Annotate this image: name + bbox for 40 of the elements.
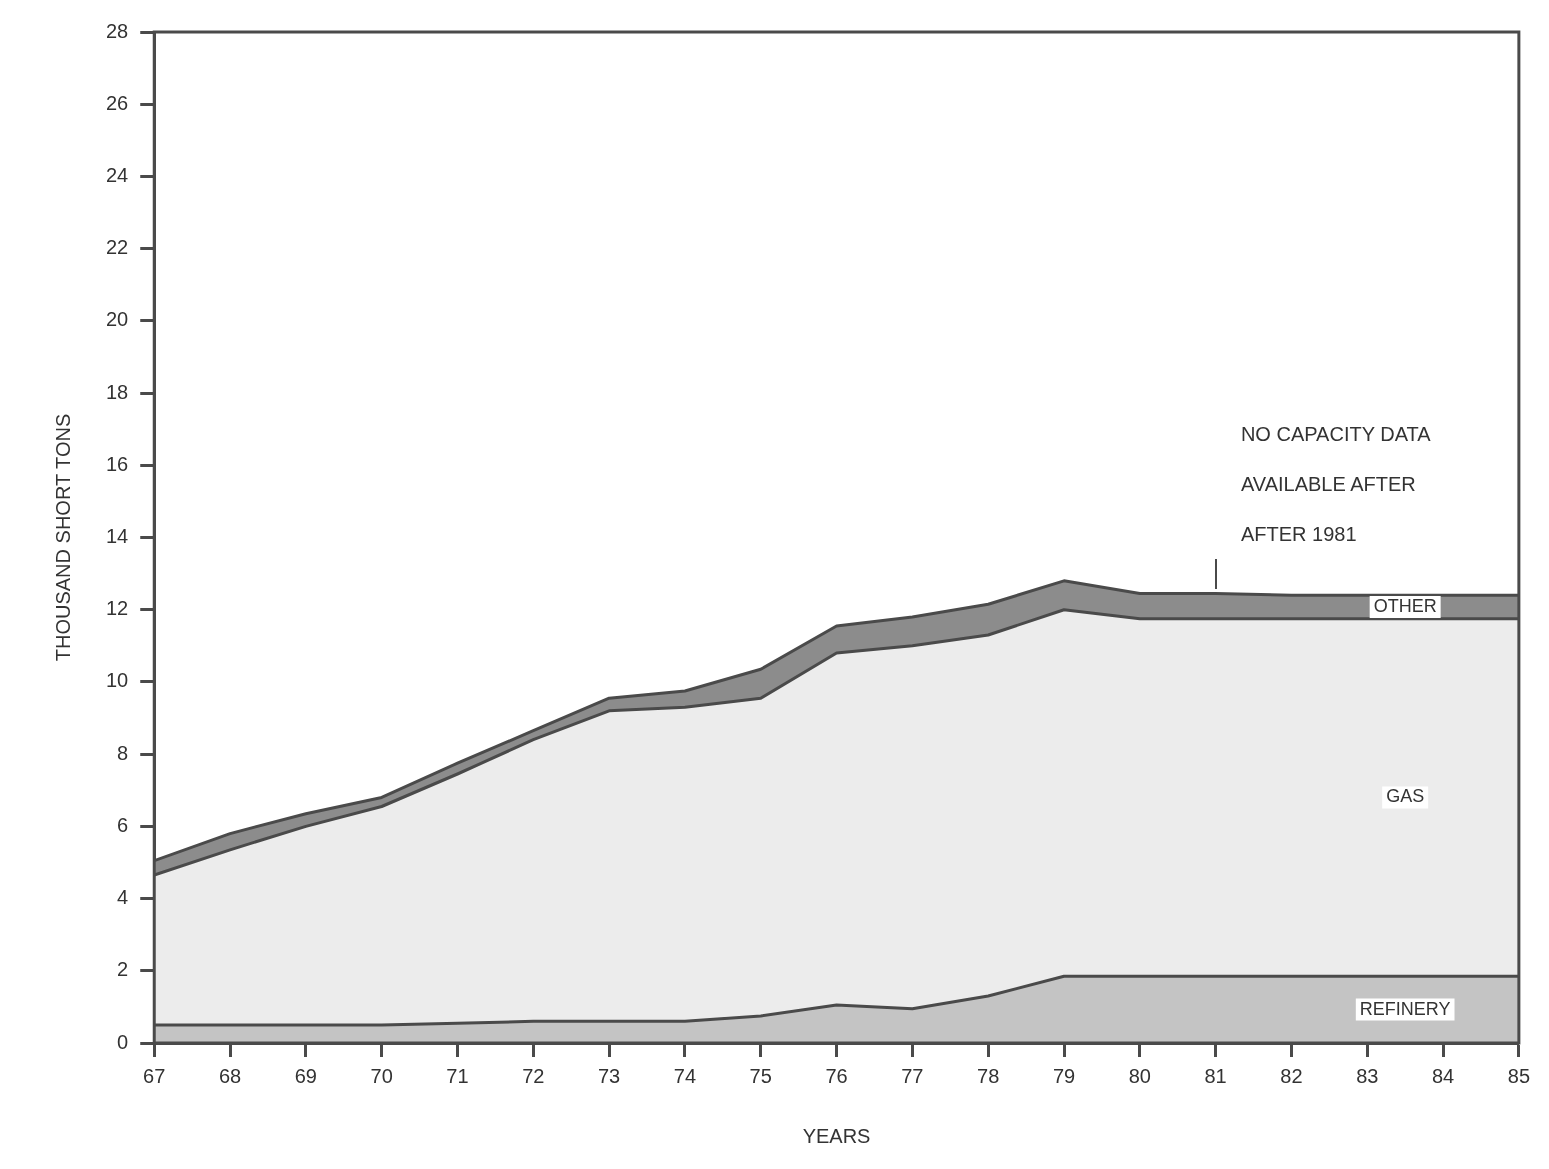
y-tick-label: 16 — [106, 452, 129, 475]
x-tick-label: 85 — [1507, 1064, 1530, 1087]
x-tick-label: 80 — [1128, 1064, 1151, 1087]
x-tick-label: 77 — [901, 1064, 924, 1087]
x-tick-label: 69 — [294, 1064, 317, 1087]
x-tick-label: 82 — [1280, 1064, 1303, 1087]
y-axis-title: THOUSAND SHORT TONS — [51, 413, 74, 662]
x-tick-label: 71 — [446, 1064, 469, 1087]
x-tick-label: 74 — [673, 1064, 697, 1087]
y-tick-label: 26 — [106, 91, 129, 114]
y-tick-label: 18 — [106, 380, 129, 403]
x-tick-label: 72 — [522, 1064, 545, 1087]
y-tick-label: 4 — [117, 886, 129, 909]
y-tick-label: 12 — [106, 597, 129, 620]
x-tick-label: 73 — [598, 1064, 621, 1087]
x-tick-label: 67 — [143, 1064, 166, 1087]
y-tick-label: 0 — [117, 1030, 129, 1053]
x-tick-label: 70 — [370, 1064, 393, 1087]
y-tick-label: 8 — [117, 741, 129, 764]
y-tick-label: 10 — [106, 669, 129, 692]
x-tick-label: 78 — [977, 1064, 1000, 1087]
y-tick-label: 28 — [106, 19, 129, 42]
x-tick-label: 68 — [218, 1064, 242, 1087]
series-label: REFINERY — [1359, 998, 1451, 1019]
y-tick-label: 22 — [106, 236, 129, 259]
series-label: OTHER — [1373, 595, 1437, 616]
y-tick-label: 14 — [106, 525, 129, 548]
x-tick-label: 84 — [1431, 1064, 1455, 1087]
series-label: GAS — [1386, 786, 1425, 807]
y-tick-label: 2 — [117, 958, 129, 981]
y-tick-label: 20 — [106, 308, 129, 331]
x-tick-label: 81 — [1204, 1064, 1227, 1087]
x-tick-label: 76 — [825, 1064, 848, 1087]
text: NO CAPACITY DATA AVAILABLE AFTER AFTER 1981 — [1240, 423, 1431, 546]
x-axis-title: YEARS — [802, 1124, 871, 1147]
x-tick-label: 75 — [749, 1064, 772, 1087]
y-tick-label: 6 — [117, 813, 129, 836]
y-tick-label: 24 — [106, 163, 129, 186]
x-tick-label: 83 — [1356, 1064, 1379, 1087]
x-tick-label: 79 — [1052, 1064, 1076, 1087]
